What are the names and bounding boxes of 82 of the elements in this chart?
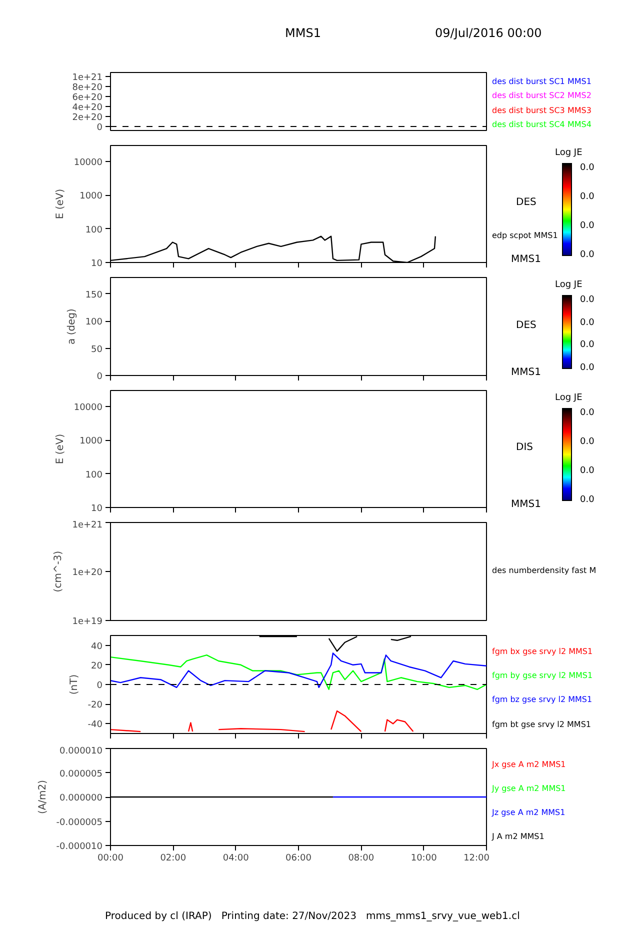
text: 0.0 xyxy=(580,318,594,328)
y-tick-label: 6e+20 xyxy=(72,93,103,103)
text: 0.0 xyxy=(580,408,594,418)
text: DIS xyxy=(516,442,533,453)
y-tick-label: 10000 xyxy=(74,158,103,168)
x-tick-label: 00:00 xyxy=(98,854,124,864)
text: J A m2 MMS1 xyxy=(492,832,544,841)
x-tick-label: 04:00 xyxy=(222,854,250,864)
y-tick-label: 50 xyxy=(91,344,103,355)
series-label: Jz gse A m2 MMS1 xyxy=(492,808,566,817)
text: 0.0 xyxy=(580,363,594,373)
series-label: fgm by gse srvy l2 MMS1 xyxy=(492,671,593,680)
y-tick-label: 100 xyxy=(85,225,103,236)
y-tick-label: 1e+21 xyxy=(72,520,103,530)
y-tick-label: 40 xyxy=(91,642,103,652)
y-tick-label: 20 xyxy=(91,661,103,672)
color-bar-title: Log JE xyxy=(555,148,582,158)
text: fgm bz gse srvy l2 MMS1 xyxy=(492,695,592,704)
legend-label: des dist burst SC4 MMS4 xyxy=(492,120,592,129)
text: 0.0 xyxy=(580,250,594,260)
y-tick-label: 1000 xyxy=(80,192,103,202)
y-tick-label: 0.000000 xyxy=(60,794,103,804)
x-tick-label: 08:00 xyxy=(348,854,374,864)
text: 0.0 xyxy=(580,340,594,350)
y-axis-title: a (deg) xyxy=(66,308,78,344)
text: MMS1 xyxy=(511,254,541,265)
legend-label: des numberdensity fast M xyxy=(492,566,596,575)
y-axis-title: E (eV) xyxy=(54,434,66,464)
legend-label: des dist burst SC1 MMS1 xyxy=(492,77,592,86)
text: DES xyxy=(516,197,536,208)
text: DES xyxy=(516,320,536,331)
x-tick-label: 06:00 xyxy=(286,854,312,864)
y-tick-label: -40 xyxy=(88,720,103,730)
x-tick-label: 10:00 xyxy=(410,854,438,864)
y-tick-label: 0 xyxy=(96,681,103,691)
chart-title: MMS1 xyxy=(285,25,321,42)
y-tick-label: 0.000010 xyxy=(60,746,103,756)
text: fgm bx gse srvy l2 MMS1 xyxy=(492,647,593,656)
text: 0.0 xyxy=(580,163,594,173)
y-tick-label: -20 xyxy=(88,700,103,711)
y-tick-label: 100 xyxy=(85,318,103,328)
x-tick-label: 12:00 xyxy=(464,854,490,864)
y-tick-label: 100 xyxy=(85,470,103,480)
color-bar-title: Log JE xyxy=(555,280,582,290)
y-tick-label: -0.000005 xyxy=(56,818,103,828)
y-tick-label: 150 xyxy=(85,290,103,300)
legend-label: des dist burst SC2 MMS2 xyxy=(492,91,592,100)
y-tick-label: 10 xyxy=(91,259,103,269)
text: MMS1 xyxy=(511,367,541,378)
y-tick-label: 10000 xyxy=(74,403,103,414)
y-tick-label: 2e+20 xyxy=(72,113,103,123)
legend-label: des dist burst SC3 MMS3 xyxy=(492,106,592,115)
text: edp scpot MMS1 xyxy=(492,231,558,240)
y-tick-label: -0.000010 xyxy=(56,842,103,852)
text: 0.0 xyxy=(580,192,594,202)
y-tick-label: 1000 xyxy=(80,436,103,447)
y-tick-label: 0 xyxy=(96,123,103,133)
text: 0.0 xyxy=(580,221,594,231)
text: 0.0 xyxy=(580,466,594,476)
y-tick-label: 0 xyxy=(96,372,103,382)
chart-subtitle: 09/Jul/2016 00:00 xyxy=(435,25,542,42)
text: fgm bt gse srvy l2 MMS1 xyxy=(492,720,591,729)
text: 0.0 xyxy=(580,495,594,505)
color-bar-title: Log JE xyxy=(555,393,582,403)
y-axis-title: (nT) xyxy=(68,674,80,695)
y-tick-label: 8e+20 xyxy=(72,83,103,93)
y-tick-label: 0.000005 xyxy=(60,769,103,780)
legend-label: Jy gse A m2 MMS1 xyxy=(492,784,566,793)
y-axis-title: E (eV) xyxy=(54,188,66,220)
y-tick-label: 1e+21 xyxy=(72,73,103,83)
y-tick-label: 1e+20 xyxy=(72,568,103,578)
text: Produced by cl (IRAP) Printing date: 27/Nov/2023 mms_mms1_srvy_vue_web1.cl xyxy=(104,910,520,924)
x-tick-label: 02:00 xyxy=(160,854,186,864)
text: MMS1 xyxy=(511,499,541,510)
y-tick-label: 1e+19 xyxy=(72,617,103,627)
y-axis-title: (A/m2) xyxy=(37,780,48,814)
legend-label: Jx gse A m2 MMS1 xyxy=(492,760,566,769)
y-axis-title: (cm^-3) xyxy=(53,550,64,592)
text: 0.0 xyxy=(580,437,594,447)
y-tick-label: 4e+20 xyxy=(72,103,103,113)
text: 0.0 xyxy=(580,295,594,305)
y-tick-label: 10 xyxy=(91,504,103,514)
